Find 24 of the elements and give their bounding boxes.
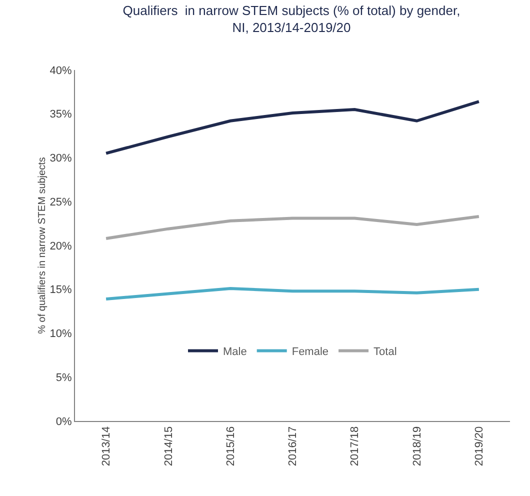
- y-tick-label: 25%: [50, 196, 72, 208]
- y-tick-label: 20%: [50, 240, 72, 252]
- y-axis-title: % of qualifiers in narrow STEM subjects: [36, 157, 48, 334]
- line-series: [104, 100, 480, 155]
- x-tick-label: 2016/17: [287, 426, 300, 466]
- line-series: [104, 287, 480, 301]
- y-tick-label: 0%: [56, 416, 72, 428]
- x-tick-label: 2015/16: [224, 426, 237, 466]
- y-tick-label: 30%: [50, 152, 72, 165]
- y-tick-label: 5%: [56, 372, 72, 384]
- x-tick-label: 2017/18: [349, 426, 362, 466]
- y-tick-label: 15%: [50, 284, 72, 296]
- chart-title: Qualifiers in narrow STEM subjects (% of total) by gender, NI, 2013/14-2019/20: [122, 2, 460, 35]
- line-series: [104, 215, 480, 240]
- x-tick-label: 2018/19: [411, 426, 424, 466]
- y-tick-label: 40%: [50, 64, 72, 77]
- x-tick-label: 2013/14: [100, 426, 113, 466]
- x-tick-label: 2014/15: [162, 426, 175, 466]
- y-tick-label: 10%: [50, 328, 72, 340]
- legend-label: Total: [374, 346, 397, 358]
- legend-label: Male: [223, 346, 247, 358]
- x-tick-label: 2019/20: [474, 426, 486, 466]
- y-tick-label: 35%: [50, 108, 72, 121]
- legend-label: Female: [292, 346, 329, 358]
